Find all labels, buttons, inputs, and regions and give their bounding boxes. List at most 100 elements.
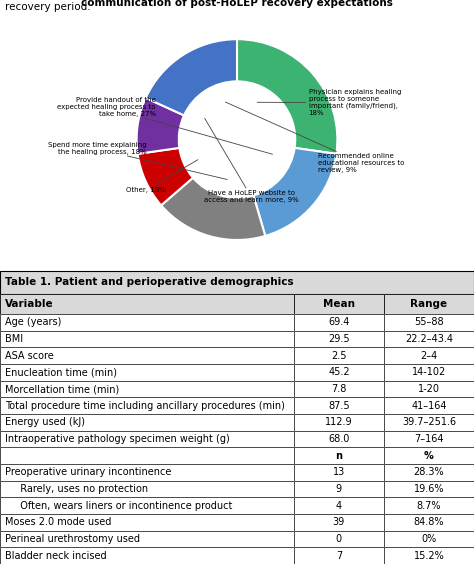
Text: Physician explains healing
process to someone
important (family/friend),
18%: Physician explains healing process to so… [257,89,401,116]
Bar [0,381,294,398]
Text: recovery period.: recovery period. [5,2,91,12]
Text: 19.6%: 19.6% [414,484,444,494]
Bar [0,347,294,364]
Text: Often, wears liners or incontinence product: Often, wears liners or incontinence prod… [14,501,233,510]
Bar [0,547,294,564]
Bar [294,364,384,381]
Bar [0,531,294,547]
Bar [294,547,384,564]
Text: 0: 0 [336,534,342,544]
Text: 9: 9 [336,484,342,494]
Text: Rarely, uses no protection: Rarely, uses no protection [14,484,148,494]
Bar [294,364,384,381]
Text: 41–164: 41–164 [411,400,447,411]
Text: 14-102: 14-102 [412,367,446,377]
Bar [384,381,474,398]
Text: n: n [336,451,342,461]
Text: 87.5: 87.5 [328,400,350,411]
Bar [384,547,474,564]
Bar [384,314,474,331]
Bar [294,314,384,331]
Bar [384,347,474,364]
Text: Table 1. Patient and perioperative demographics: Table 1. Patient and perioperative demog… [5,277,293,288]
Bar [294,398,384,414]
Bar [384,464,474,481]
Text: Bladder neck incised: Bladder neck incised [5,550,106,561]
Text: 68.0: 68.0 [328,434,350,444]
Bar [0,294,294,314]
Bar [384,398,474,414]
Text: Have a HoLEP website to
access and learn more, 9%: Have a HoLEP website to access and learn… [204,118,299,204]
Bar [0,447,294,464]
Bar [384,547,474,564]
Bar [0,481,294,497]
Bar [294,314,384,331]
Bar [0,398,294,414]
Bar [0,497,294,514]
Bar [384,294,474,314]
Text: Enucleation time (min): Enucleation time (min) [5,367,117,377]
Bar [384,431,474,447]
Bar [294,347,384,364]
Text: Preoperative urinary incontinence: Preoperative urinary incontinence [5,468,171,477]
Wedge shape [137,98,184,154]
Bar [294,431,384,447]
Bar [294,431,384,447]
Text: 39: 39 [333,517,345,527]
Bar [384,497,474,514]
Bar [0,431,294,447]
Bar [384,531,474,547]
Bar [294,331,384,347]
Bar [384,381,474,398]
Text: Age (years): Age (years) [5,318,61,327]
Bar [294,381,384,398]
Bar [294,514,384,531]
Bar [384,347,474,364]
Bar [384,497,474,514]
Text: 29.5: 29.5 [328,334,350,344]
Text: Perineal urethrostomy used: Perineal urethrostomy used [5,534,140,544]
Text: 112.9: 112.9 [325,417,353,428]
Wedge shape [237,39,337,154]
Text: Mean: Mean [323,299,355,309]
Wedge shape [146,39,237,116]
Text: 22.2–43.4: 22.2–43.4 [405,334,453,344]
Text: 13: 13 [333,468,345,477]
Bar [294,447,384,464]
Bar [0,531,294,547]
Bar [0,464,294,481]
Text: Variable: Variable [5,299,54,309]
Bar [294,481,384,497]
Bar [0,381,294,398]
Bar [0,514,294,531]
Bar [294,414,384,431]
Bar [0,547,294,564]
Text: Recommended online
educational resources to
review, 9%: Recommended online educational resources… [226,102,404,173]
Text: 4: 4 [336,501,342,510]
Bar [0,464,294,481]
Bar [384,294,474,314]
Text: Spend more time explaining
the healing process, 18%: Spend more time explaining the healing p… [48,142,227,179]
Text: 2–4: 2–4 [420,351,438,361]
Wedge shape [137,148,193,205]
Bar [384,481,474,497]
Bar [384,514,474,531]
Bar [0,414,294,431]
Text: Total procedure time including ancillary procedures (min): Total procedure time including ancillary… [5,400,284,411]
Bar [294,481,384,497]
Bar [0,331,294,347]
Bar [0,497,294,514]
Bar [0,347,294,364]
Text: 69.4: 69.4 [328,318,350,327]
Wedge shape [254,148,337,236]
Bar [0,314,294,331]
Bar [0,481,294,497]
Bar [294,447,384,464]
Bar [384,331,474,347]
Text: 7: 7 [336,550,342,561]
Bar [384,464,474,481]
Wedge shape [161,178,265,240]
Bar [294,531,384,547]
Bar [384,414,474,431]
Text: Range: Range [410,299,447,309]
